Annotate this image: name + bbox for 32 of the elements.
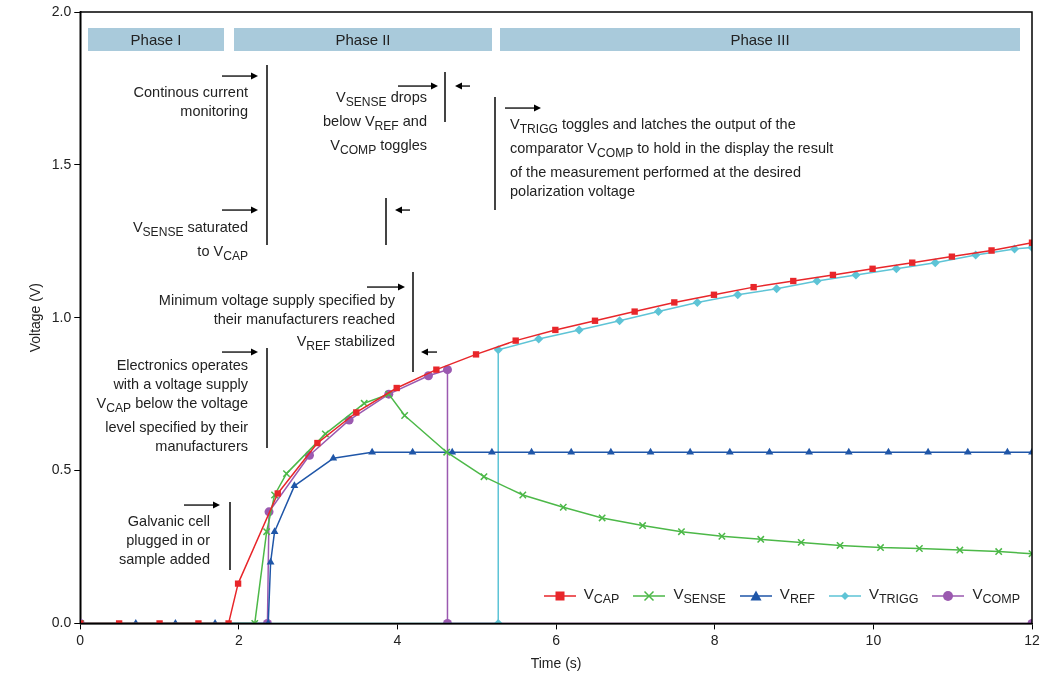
annotation: V$_{SENSE}$ saturated to V$_{CAP}$ — [131, 218, 248, 265]
x-tick-label: 10 — [865, 631, 882, 648]
annotation: Phase II — [335, 31, 391, 48]
y-tick-label: 1.0 — [51, 308, 72, 325]
annotation: Phase I — [130, 31, 182, 48]
phase-header: Phase III — [500, 28, 1020, 51]
annotation: Galvanic cell plugged in or sample added — [117, 512, 210, 569]
annotation: Phase III — [730, 31, 790, 48]
annotation: V$_{REF}$ stabilized — [295, 332, 395, 355]
annotation: V$_{TRIGG}$ toggles and latches the output of the comparator V$_{COMP}$ to hold in the display the result of the measurement performed at the desired polarization voltage — [510, 115, 835, 201]
y-axis-title: Voltage (V) — [27, 283, 44, 353]
x-axis-title: Time (s) — [530, 655, 582, 672]
legend-label: V$_{REF}$ — [779, 585, 815, 606]
legend-label: V$_{TRIGG}$ — [868, 585, 919, 606]
legend-label: V$_{CAP}$ — [583, 585, 620, 606]
legend-label: V$_{COMP}$ — [972, 585, 1020, 606]
legend-label: V$_{SENSE}$ — [673, 585, 726, 606]
y-tick-label: 1.5 — [51, 155, 72, 172]
y-tick-label: 2.0 — [51, 2, 72, 19]
x-tick-label: 2 — [234, 631, 243, 648]
x-tick-label: 0 — [76, 631, 85, 648]
text: V$_{SENSE}$ drops below V$_{REF}$ and V$_{COMP}$ toggles — [323, 89, 427, 157]
y-tick-label: 0.0 — [51, 614, 72, 631]
annotation: Electronics operates with a voltage supply V$_{CAP}$ below the voltage level specified by their manufacturers — [95, 356, 248, 456]
x-tick-label: 12 — [1024, 631, 1040, 648]
y-tick-label: 0.5 — [51, 461, 72, 478]
annotation: Continous current monitoring — [132, 83, 248, 121]
x-tick-label: 6 — [552, 631, 561, 648]
x-tick-label: 4 — [393, 631, 402, 648]
phase-header: Phase I — [88, 28, 224, 51]
x-tick-label: 8 — [710, 631, 719, 648]
phase-header: Phase II — [234, 28, 492, 51]
